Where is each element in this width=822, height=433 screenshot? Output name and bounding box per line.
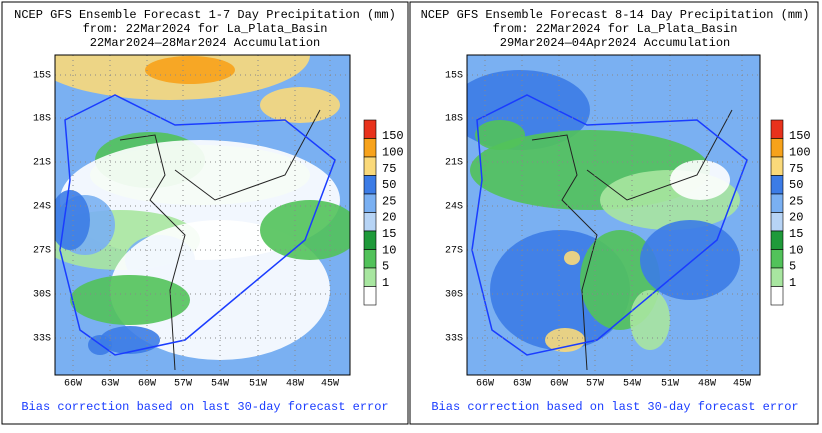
lon-label: 63W	[101, 379, 119, 390]
precip-area	[564, 251, 580, 265]
precip-area	[670, 160, 730, 200]
lon-label: 60W	[138, 379, 156, 390]
legend-label: 15	[382, 227, 396, 241]
lat-label: 21S	[445, 158, 463, 169]
lon-label: 66W	[476, 379, 494, 390]
legend-swatch	[363, 193, 377, 213]
legend-label: 150	[382, 129, 404, 143]
lon-label: 57W	[586, 379, 604, 390]
legend-swatch	[770, 193, 784, 213]
legend-swatch	[363, 249, 377, 269]
legend-label: 150	[789, 129, 811, 143]
lon-label: 54W	[623, 379, 641, 390]
legend-swatch	[363, 175, 377, 195]
legend-swatch	[363, 212, 377, 232]
legend-label: 10	[789, 243, 803, 257]
lon-label: 51W	[661, 379, 679, 390]
precip-area	[70, 275, 190, 325]
legend-swatch	[770, 267, 784, 287]
lat-label: 15S	[445, 71, 463, 82]
legend-label: 1	[382, 276, 389, 290]
map-frame	[466, 54, 761, 376]
title-line: 22Mar2024—28Mar2024 Accumulation	[90, 36, 320, 50]
lon-label: 45W	[321, 379, 339, 390]
map	[467, 55, 760, 375]
lat-label: 18S	[33, 114, 51, 125]
lat-label: 27S	[33, 246, 51, 257]
legend-label: 50	[789, 178, 803, 192]
footer-note: Bias correction based on last 30-day for…	[431, 400, 798, 414]
lat-label: 33S	[445, 334, 463, 345]
map	[55, 55, 350, 375]
legend-swatch	[363, 286, 377, 306]
legend-label: 5	[382, 260, 389, 274]
precip-area	[545, 328, 585, 352]
lon-label: 45W	[733, 379, 751, 390]
legend-label: 1	[789, 276, 796, 290]
title-line: NCEP GFS Ensemble Forecast 8-14 Day Prec…	[421, 8, 810, 22]
legend-label: 100	[382, 145, 404, 159]
lat-label: 15S	[33, 71, 51, 82]
legend-label: 20	[382, 211, 396, 225]
legend-label: 10	[382, 243, 396, 257]
legend-swatch	[770, 230, 784, 250]
legend-label: 50	[382, 178, 396, 192]
legend-label: 75	[789, 162, 803, 176]
legend-swatch	[363, 138, 377, 158]
legend-label: 75	[382, 162, 396, 176]
lat-label: 24S	[445, 202, 463, 213]
lon-label: 66W	[64, 379, 82, 390]
title-line: from: 22Mar2024 for La_Plata_Basin	[83, 22, 328, 36]
legend-swatch	[770, 286, 784, 306]
country-border	[119, 109, 321, 371]
footer-note: Bias correction based on last 30-day for…	[21, 400, 388, 414]
title-line: 29Mar2024—04Apr2024 Accumulation	[500, 36, 730, 50]
title-line: NCEP GFS Ensemble Forecast 1-7 Day Preci…	[14, 8, 396, 22]
lat-label: 21S	[33, 158, 51, 169]
legend-label: 20	[789, 211, 803, 225]
precip-area	[260, 87, 340, 123]
panel-frame	[409, 1, 819, 425]
lat-label: 30S	[33, 290, 51, 301]
legend-swatch	[363, 156, 377, 176]
legend-swatch	[770, 119, 784, 139]
precip-area	[100, 326, 160, 354]
panel-frame	[1, 1, 409, 425]
precip-area	[630, 290, 670, 350]
precip-area	[145, 56, 235, 84]
legend-swatch	[770, 156, 784, 176]
lat-label: 27S	[445, 246, 463, 257]
lon-label: 54W	[211, 379, 229, 390]
legend-swatch	[770, 138, 784, 158]
precip-area	[640, 220, 740, 300]
lat-label: 30S	[445, 290, 463, 301]
legend-label: 15	[789, 227, 803, 241]
precip-area	[260, 200, 350, 260]
precip-area	[55, 190, 90, 250]
lon-label: 63W	[513, 379, 531, 390]
legend-label: 100	[789, 145, 811, 159]
legend-swatch	[770, 212, 784, 232]
lon-label: 48W	[698, 379, 716, 390]
legend-swatch	[770, 249, 784, 269]
lon-label: 51W	[249, 379, 267, 390]
legend-swatch	[363, 119, 377, 139]
lon-label: 57W	[174, 379, 192, 390]
legend-label: 25	[382, 194, 396, 208]
legend-swatch	[363, 230, 377, 250]
country-border	[531, 109, 733, 371]
legend-label: 25	[789, 194, 803, 208]
lat-label: 18S	[445, 114, 463, 125]
title-line: from: 22Mar2024 for La_Plata_Basin	[493, 22, 738, 36]
legend-swatch	[363, 267, 377, 287]
legend-swatch	[770, 175, 784, 195]
lat-label: 33S	[33, 334, 51, 345]
map-frame	[54, 54, 351, 376]
precip-area	[475, 120, 525, 150]
legend-label: 5	[789, 260, 796, 274]
lon-label: 60W	[550, 379, 568, 390]
lat-label: 24S	[33, 202, 51, 213]
lon-label: 48W	[286, 379, 304, 390]
